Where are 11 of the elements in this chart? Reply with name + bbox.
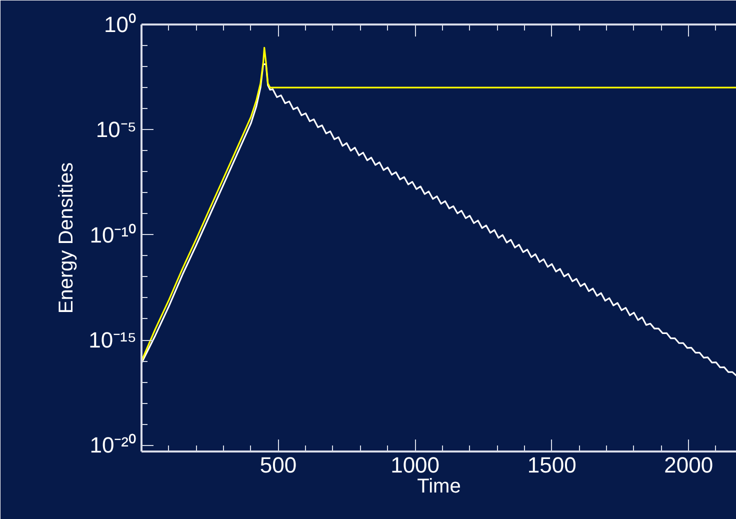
x-tick-label: 1000	[390, 452, 440, 478]
y-tick-label: 10⁻¹⁵	[88, 328, 137, 352]
x-tick-label: 2000	[664, 452, 714, 478]
y-tick-label: 10⁻²⁰	[90, 432, 136, 458]
y-tick-label: 10⁻⁵	[96, 117, 137, 142]
x-axis-title: Time	[417, 476, 461, 498]
y-axis-title: Energy Densities	[56, 162, 78, 314]
x-tick-label: 1500	[527, 452, 576, 478]
y-tick-label: 10⁻¹⁰	[90, 222, 136, 248]
y-tick-label: 10⁰	[104, 12, 137, 37]
x-tick-label: 500	[260, 452, 297, 478]
